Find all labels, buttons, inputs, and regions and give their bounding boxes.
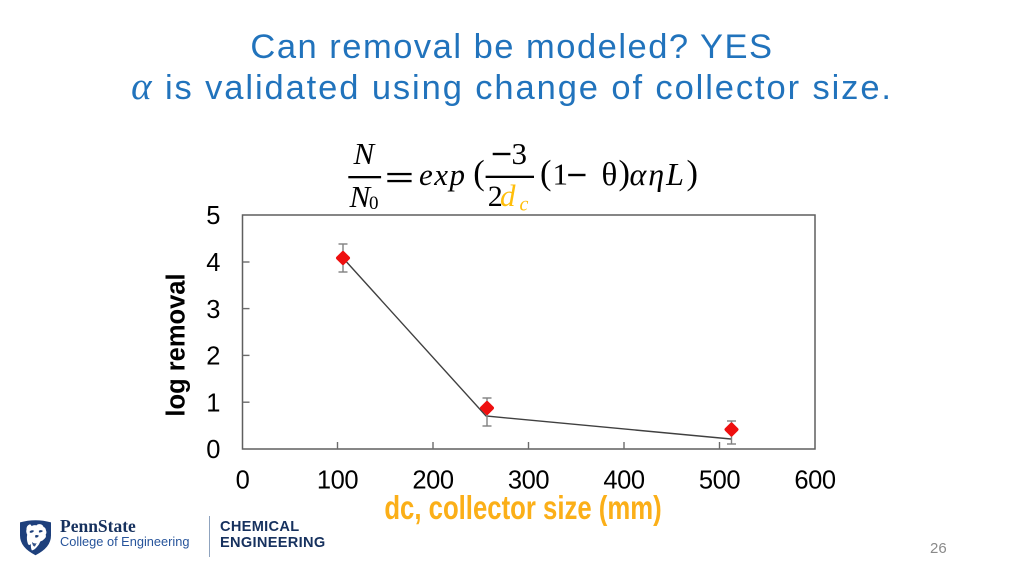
svg-text:400: 400	[603, 466, 645, 494]
svg-text:(: (	[540, 154, 552, 192]
svg-text:d: d	[500, 178, 516, 213]
svg-text:5: 5	[206, 202, 220, 230]
svg-text:αηL: αηL	[630, 156, 686, 192]
svg-text:2: 2	[206, 343, 220, 371]
svg-text:(: (	[473, 154, 485, 192]
svg-text:2: 2	[488, 180, 503, 213]
svg-text:3: 3	[206, 296, 220, 324]
svg-text:500: 500	[699, 466, 741, 494]
svg-text:dc, collector size (mm): dc, collector size (mm)	[384, 490, 661, 527]
svg-text:): )	[619, 154, 631, 192]
svg-text:): )	[687, 154, 699, 192]
svg-text:3: 3	[512, 136, 528, 171]
svg-text:c: c	[520, 194, 529, 216]
svg-text:1: 1	[206, 389, 220, 417]
svg-text:4: 4	[206, 249, 220, 277]
svg-text:N: N	[353, 136, 377, 171]
svg-text:0: 0	[236, 466, 250, 494]
svg-text:0: 0	[369, 193, 379, 214]
svg-text:100: 100	[317, 466, 359, 494]
svg-text:log removal: log removal	[163, 273, 191, 416]
svg-text:θ: θ	[602, 157, 618, 193]
svg-text:600: 600	[794, 466, 836, 494]
svg-text:0: 0	[206, 436, 220, 464]
svg-text:exp: exp	[419, 157, 467, 192]
svg-text:N: N	[349, 179, 373, 214]
svg-text:1: 1	[553, 157, 569, 192]
svg-text:300: 300	[508, 466, 550, 494]
svg-text:200: 200	[412, 466, 454, 494]
